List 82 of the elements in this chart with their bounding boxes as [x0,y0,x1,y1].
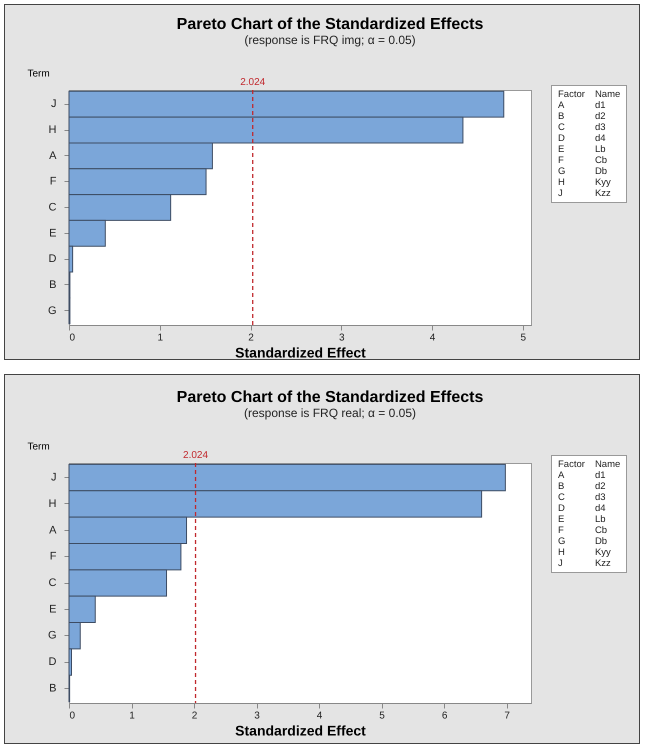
y-tick-label: A [49,524,58,536]
ref-line-label: 2.024 [183,450,208,461]
text: B [558,111,566,122]
text: Name [594,459,620,470]
x-tick-label: 5 [379,710,386,722]
x-tick-label: 4 [430,332,436,344]
text: C [558,492,566,503]
text: G [558,166,566,177]
text: Kyy [594,547,612,558]
text: d2 [594,481,607,492]
text: Lb [594,144,607,155]
x-tick-label: 3 [254,710,260,722]
text: C [558,122,566,133]
text: Kzz [594,558,612,569]
text: Factor [558,89,585,100]
text: Cb [594,525,608,536]
text: H [558,177,566,188]
y-tick-label: B [49,682,56,694]
x-axis-title: Standardized Effect [235,722,366,738]
text: D [558,503,566,514]
y-tick-label: G [48,630,56,642]
text: d4 [594,133,607,144]
y-tick-label: D [48,253,57,266]
y-tick-label: J [51,98,56,110]
x-tick-label: 7 [504,710,510,722]
y-tick-label: D [48,656,57,668]
text: Db [594,536,608,547]
x-tick-label: 2 [192,710,198,722]
text: B [558,481,566,492]
text: E [558,514,566,525]
x-tick-label: 2 [248,332,254,344]
text: d1 [594,100,607,111]
text: Kzz [594,188,612,199]
text: Db [594,166,608,177]
y-tick-label: C [48,202,57,214]
y-axis-title: Term [28,442,50,452]
text: d4 [594,503,607,514]
y-tick-label: C [48,577,57,589]
y-tick-label: J [51,472,56,484]
x-tick-label: 0 [70,710,76,722]
y-tick-label: H [48,124,57,136]
ref-line-label: 2.024 [240,77,266,88]
y-tick-label: G [48,304,56,317]
y-tick-label: F [50,176,57,188]
text: Cb [594,155,608,166]
y-axis-title: Term [28,68,50,80]
text: G [558,536,566,547]
text: Name [594,89,620,100]
text: Lb [594,514,607,525]
text: Kyy [594,177,612,188]
text: J [558,188,564,199]
chart-title: Pareto Chart of the Standardized Effects [176,16,484,33]
x-axis-title: Standardized Effect [235,344,366,360]
text: d3 [594,492,607,503]
y-tick-label: B [49,278,56,291]
x-tick-label: 1 [129,710,136,722]
y-tick-label: H [48,498,57,510]
text: E [558,144,566,155]
text: d2 [594,111,607,122]
chart-subtitle: (response is FRQ real; α = 0.05) [244,406,416,420]
x-tick-label: 1 [157,332,164,344]
y-tick-label: A [49,150,58,162]
chart-subtitle: (response is FRQ img; α = 0.05) [244,33,416,47]
text: F [558,525,565,536]
x-tick-label: 0 [70,332,76,344]
text: d1 [594,470,607,481]
y-tick-label: E [49,227,56,240]
text: Factor [558,459,585,470]
text: d3 [594,122,607,133]
x-tick-label: 6 [442,710,448,722]
x-tick-label: 5 [520,332,527,344]
y-tick-label: E [49,603,56,616]
y-tick-label: F [50,550,57,563]
x-tick-label: 4 [316,710,323,722]
text: A [558,470,566,481]
text: H [558,547,566,558]
text: J [558,558,564,569]
x-tick-label: 3 [339,332,346,344]
chart-title: Pareto Chart of the Standardized Effects [176,389,484,406]
text: F [558,155,565,166]
text: D [558,133,566,144]
text: A [558,100,566,111]
